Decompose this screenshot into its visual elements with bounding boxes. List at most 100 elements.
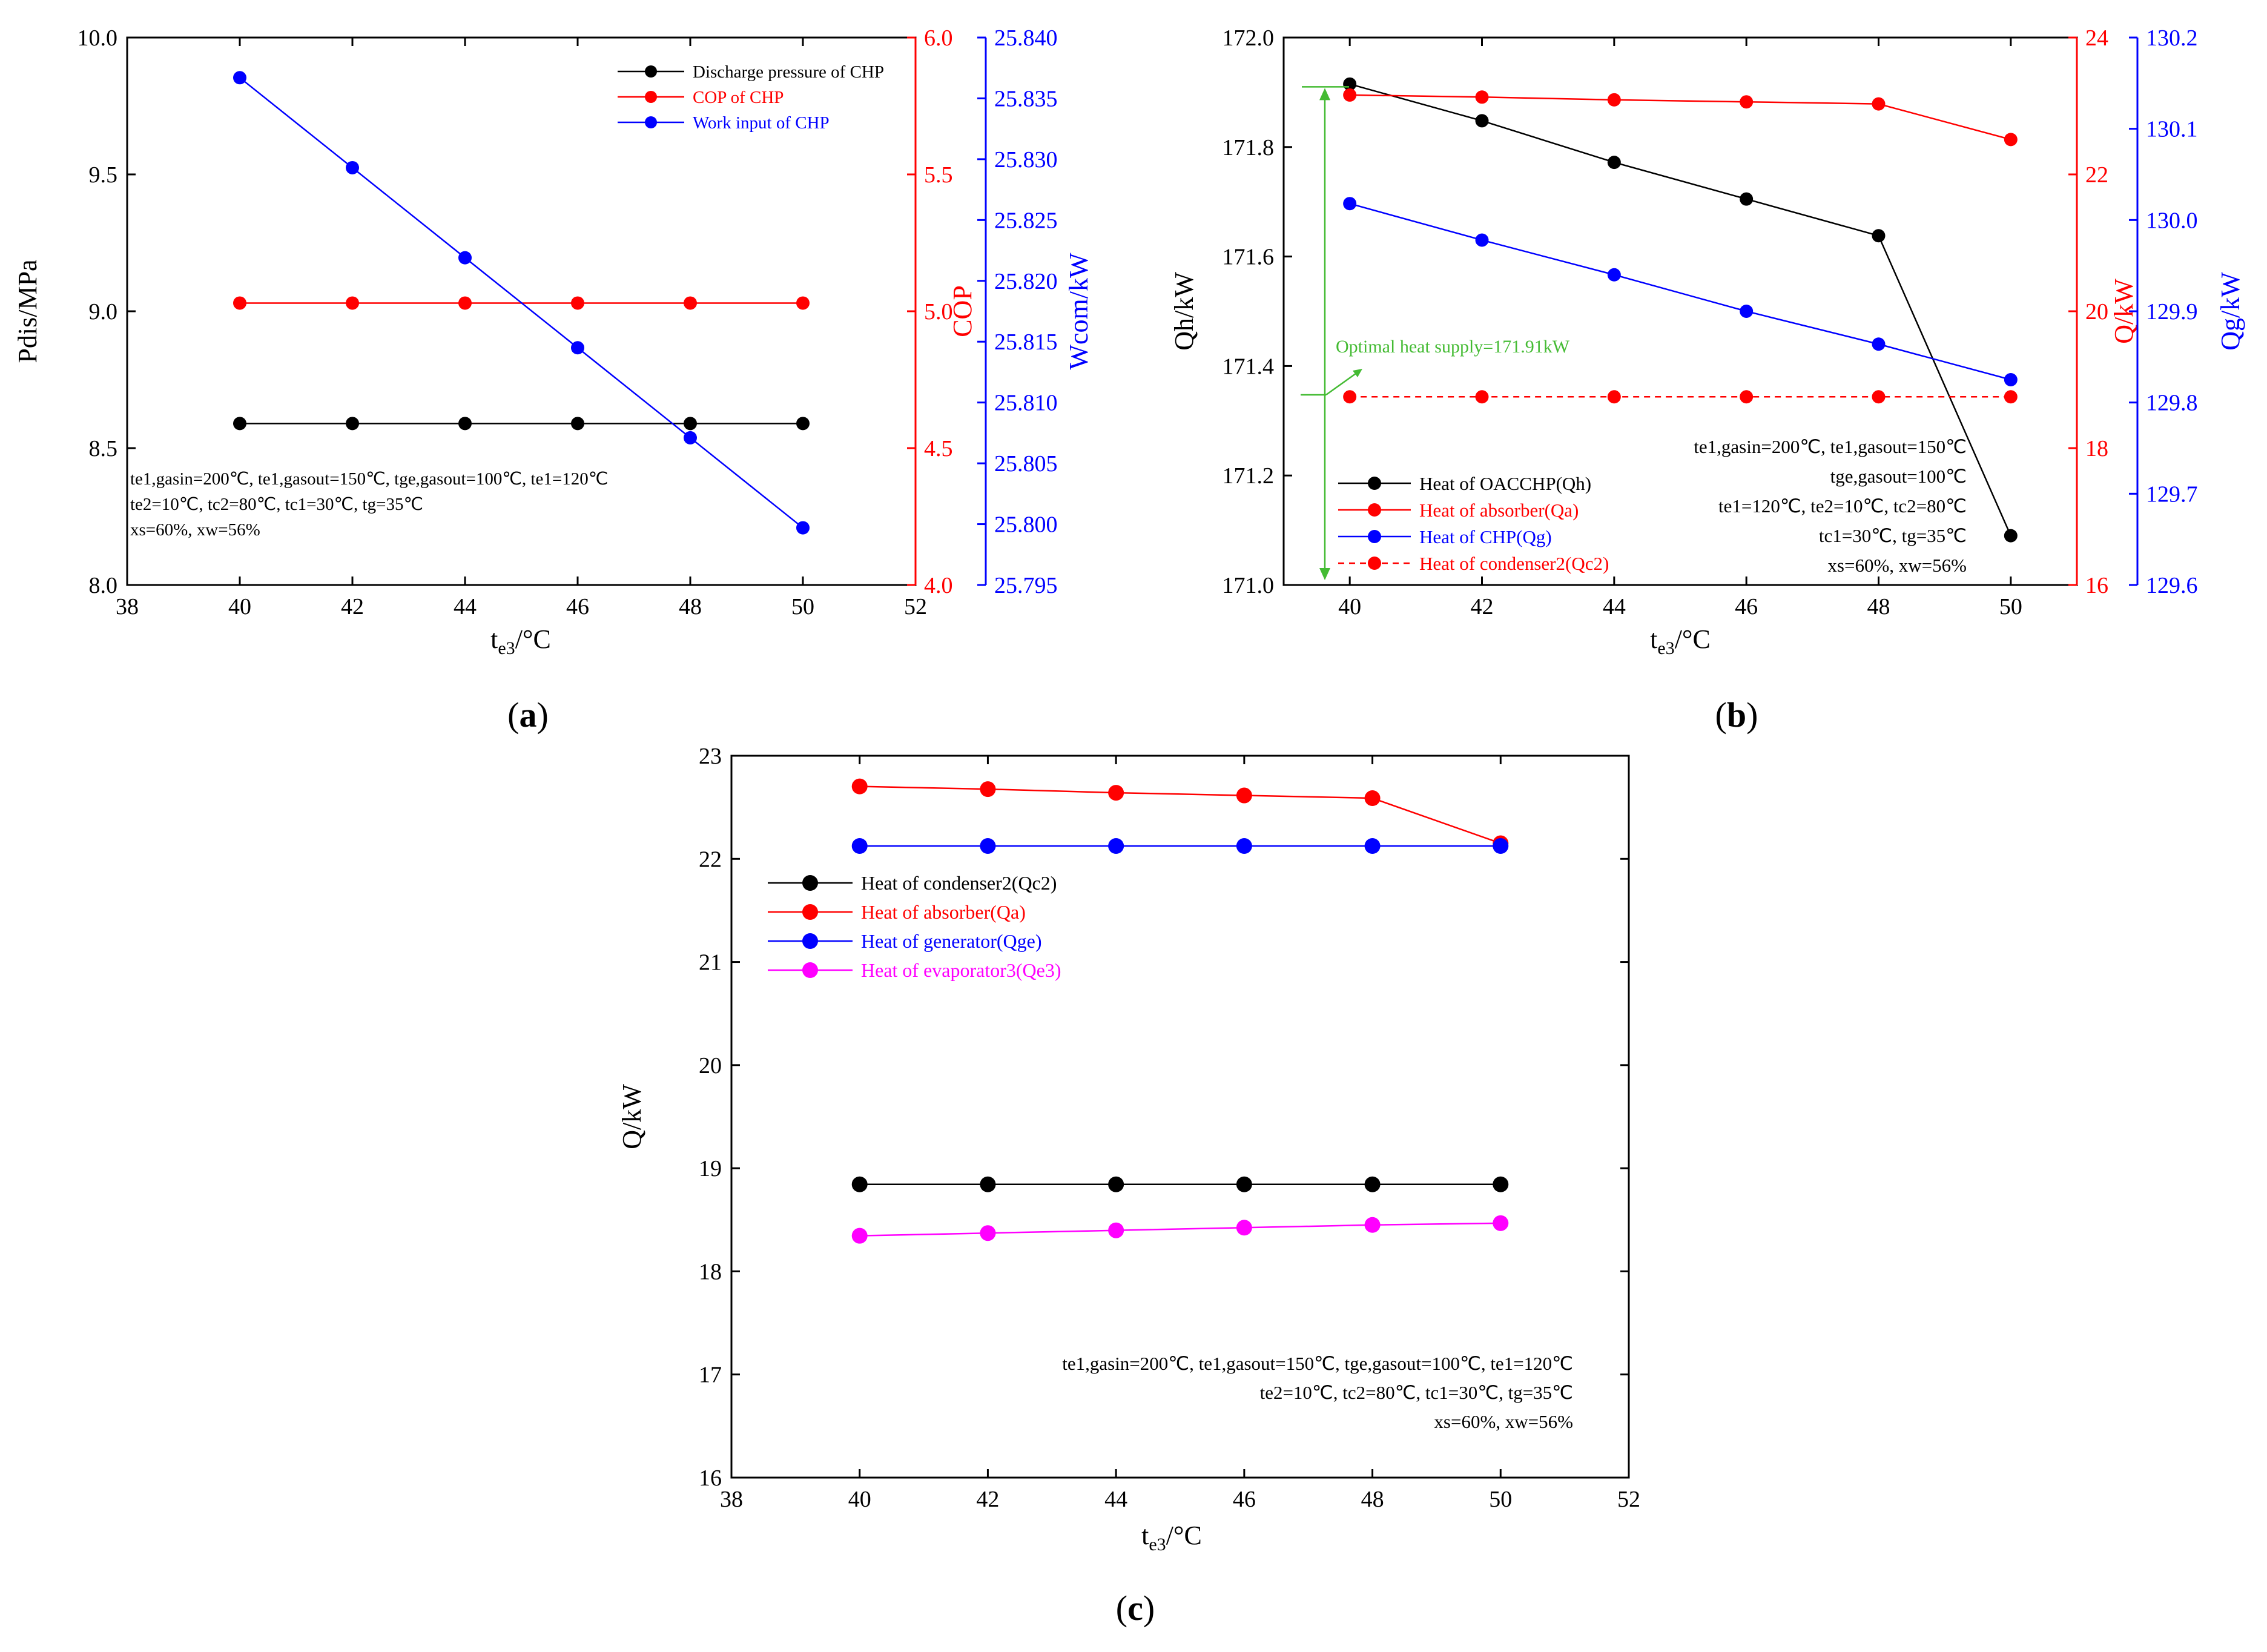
y-tick-label-qh: 171.2 bbox=[1223, 463, 1275, 489]
x-axis-title: te3/°C bbox=[1650, 624, 1711, 658]
y-tick-label-cop: 4.0 bbox=[924, 573, 953, 598]
y-tick-label-cop: 4.5 bbox=[924, 436, 953, 461]
data-point-1 bbox=[851, 778, 868, 795]
y-tick-label-qh: 171.4 bbox=[1223, 354, 1275, 379]
y-tick-label-q: 18 bbox=[699, 1259, 722, 1284]
data-point-1 bbox=[1872, 97, 1886, 111]
y-tick-label-qh: 172.0 bbox=[1223, 25, 1275, 51]
data-point-0 bbox=[1236, 1176, 1252, 1192]
x-tick-label: 48 bbox=[679, 594, 702, 620]
data-point-1 bbox=[1364, 790, 1381, 807]
legend-label: Heat of condenser2(Qc2) bbox=[1419, 553, 1609, 574]
annotation-arrow bbox=[1325, 369, 1361, 396]
legend-marker bbox=[645, 91, 657, 103]
legend-label: Heat of CHP(Qg) bbox=[1419, 526, 1552, 547]
y-tick-label-q: 20 bbox=[2085, 299, 2108, 325]
x-tick-label: 38 bbox=[116, 594, 139, 620]
panel-label: (b) bbox=[1715, 695, 1758, 735]
x-tick-label: 42 bbox=[341, 594, 364, 620]
series-line-0 bbox=[1349, 83, 2011, 537]
data-point-2 bbox=[233, 71, 246, 85]
data-point-1 bbox=[1108, 785, 1124, 801]
data-point-1 bbox=[1343, 88, 1357, 102]
conditions-note: te1=120℃, te2=10℃, tc2=80℃ bbox=[1718, 495, 1967, 517]
legend-label: Heat of condenser2(Qc2) bbox=[861, 872, 1057, 894]
data-point-1 bbox=[458, 296, 472, 310]
y-tick-label-qg: 129.8 bbox=[2146, 391, 2198, 416]
legend-label: Heat of generator(Qge) bbox=[861, 930, 1042, 952]
legend-label: Heat of absorber(Qa) bbox=[1419, 500, 1579, 521]
y-tick-label-cop: 5.5 bbox=[924, 162, 953, 188]
y-tick-label-qg: 130.2 bbox=[2146, 25, 2198, 51]
data-point-2 bbox=[2004, 373, 2018, 386]
y-tick-label-qg: 129.7 bbox=[2146, 481, 2198, 507]
data-point-3 bbox=[1493, 1215, 1509, 1231]
arrow-head-up bbox=[1319, 88, 1330, 101]
panel-a: 38 40 42 44 46 48 50 52 8.0 8.5 9.0 9.5 10.0 Pdis/MPa… bbox=[13, 25, 1094, 735]
y-tick-label-p: 8.0 bbox=[89, 573, 118, 598]
conditions-note: tc1=30℃, tg=35℃ bbox=[1819, 525, 1967, 546]
legend-label: COP of CHP bbox=[693, 88, 784, 107]
y-tick-label-q: 22 bbox=[2085, 162, 2108, 188]
data-point-1 bbox=[684, 296, 697, 310]
data-point-2 bbox=[1475, 233, 1489, 247]
conditions-note: te1,gasin=200℃, te1,gasout=150℃ bbox=[1694, 436, 1967, 457]
legend-label: Heat of OACCHP(Qh) bbox=[1419, 473, 1591, 494]
data-point-2 bbox=[458, 251, 472, 265]
y-tick-label-q: 22 bbox=[699, 847, 722, 872]
y-tick-label-qg: 129.9 bbox=[2146, 299, 2198, 325]
x-tick-label: 48 bbox=[1867, 594, 1890, 620]
y-tick-label-q: 19 bbox=[699, 1156, 722, 1181]
y-tick-label-q: 18 bbox=[2085, 436, 2108, 461]
data-point-3 bbox=[1872, 390, 1886, 404]
x-tick-label: 46 bbox=[1735, 594, 1758, 620]
y-tick-label-qh: 171.8 bbox=[1223, 135, 1275, 160]
data-point-2 bbox=[1343, 197, 1357, 211]
panel-label: (a) bbox=[507, 695, 549, 735]
data-point-3 bbox=[851, 1227, 868, 1244]
x-tick-label: 38 bbox=[720, 1487, 743, 1512]
x-tick-label: 50 bbox=[1999, 594, 2022, 620]
legend-marker bbox=[645, 116, 657, 128]
data-point-2 bbox=[1364, 838, 1381, 854]
conditions-note: te2=10℃, tc2=80℃, tc1=30℃, tg=35℃ bbox=[130, 495, 423, 514]
y-tick-label-qh: 171.6 bbox=[1223, 245, 1275, 270]
series-line-1 bbox=[1350, 94, 2011, 140]
data-point-0 bbox=[1607, 156, 1621, 170]
legend: Discharge pressure of CHP COP of CHP Work … bbox=[618, 62, 884, 133]
data-point-0 bbox=[233, 417, 246, 431]
legend-marker bbox=[1368, 530, 1381, 543]
data-point-0 bbox=[571, 417, 584, 431]
legend-marker bbox=[1368, 557, 1381, 570]
data-point-2 bbox=[796, 521, 810, 535]
legend-marker bbox=[1368, 503, 1381, 517]
y-tick-label-q: 16 bbox=[2085, 573, 2108, 598]
data-point-3 bbox=[2004, 390, 2018, 404]
y-tick-label-q: 24 bbox=[2085, 25, 2108, 51]
y-tick-label-w: 25.805 bbox=[994, 451, 1058, 477]
data-point-0 bbox=[796, 417, 810, 431]
legend-marker bbox=[645, 65, 657, 78]
legend-marker bbox=[1368, 477, 1381, 490]
x-tick-label: 44 bbox=[1104, 1487, 1127, 1512]
data-point-2 bbox=[1236, 838, 1252, 854]
series-line-2 bbox=[1349, 203, 2011, 381]
y-tick-label-cop: 5.0 bbox=[924, 299, 953, 325]
data-point-2 bbox=[1607, 268, 1621, 282]
arrow-head-down bbox=[1319, 568, 1330, 580]
legend-label: Heat of absorber(Qa) bbox=[861, 901, 1026, 923]
data-point-1 bbox=[1475, 90, 1489, 104]
y-tick-label-w: 25.810 bbox=[994, 391, 1058, 416]
data-point-3 bbox=[1607, 390, 1621, 404]
conditions-note: te1,gasin=200℃, te1,gasout=150℃, tge,gas… bbox=[130, 469, 608, 489]
y-tick-label-w: 25.815 bbox=[994, 329, 1058, 355]
y-tick-label-w: 25.825 bbox=[994, 208, 1058, 233]
conditions-note: xs=60%, xw=56% bbox=[130, 520, 260, 540]
data-point-3 bbox=[1236, 1220, 1252, 1236]
optimal-annotation: Optimal heat supply=171.91kW bbox=[1301, 86, 1570, 580]
y-tick-label-qg: 130.1 bbox=[2146, 117, 2198, 142]
x-tick-label: 48 bbox=[1361, 1487, 1384, 1512]
y-tick-label-w: 25.820 bbox=[994, 269, 1058, 294]
conditions-note: te2=10℃, tc2=80℃, tc1=30℃, tg=35℃ bbox=[1260, 1382, 1573, 1403]
y-tick-label-qg: 130.0 bbox=[2146, 208, 2198, 233]
